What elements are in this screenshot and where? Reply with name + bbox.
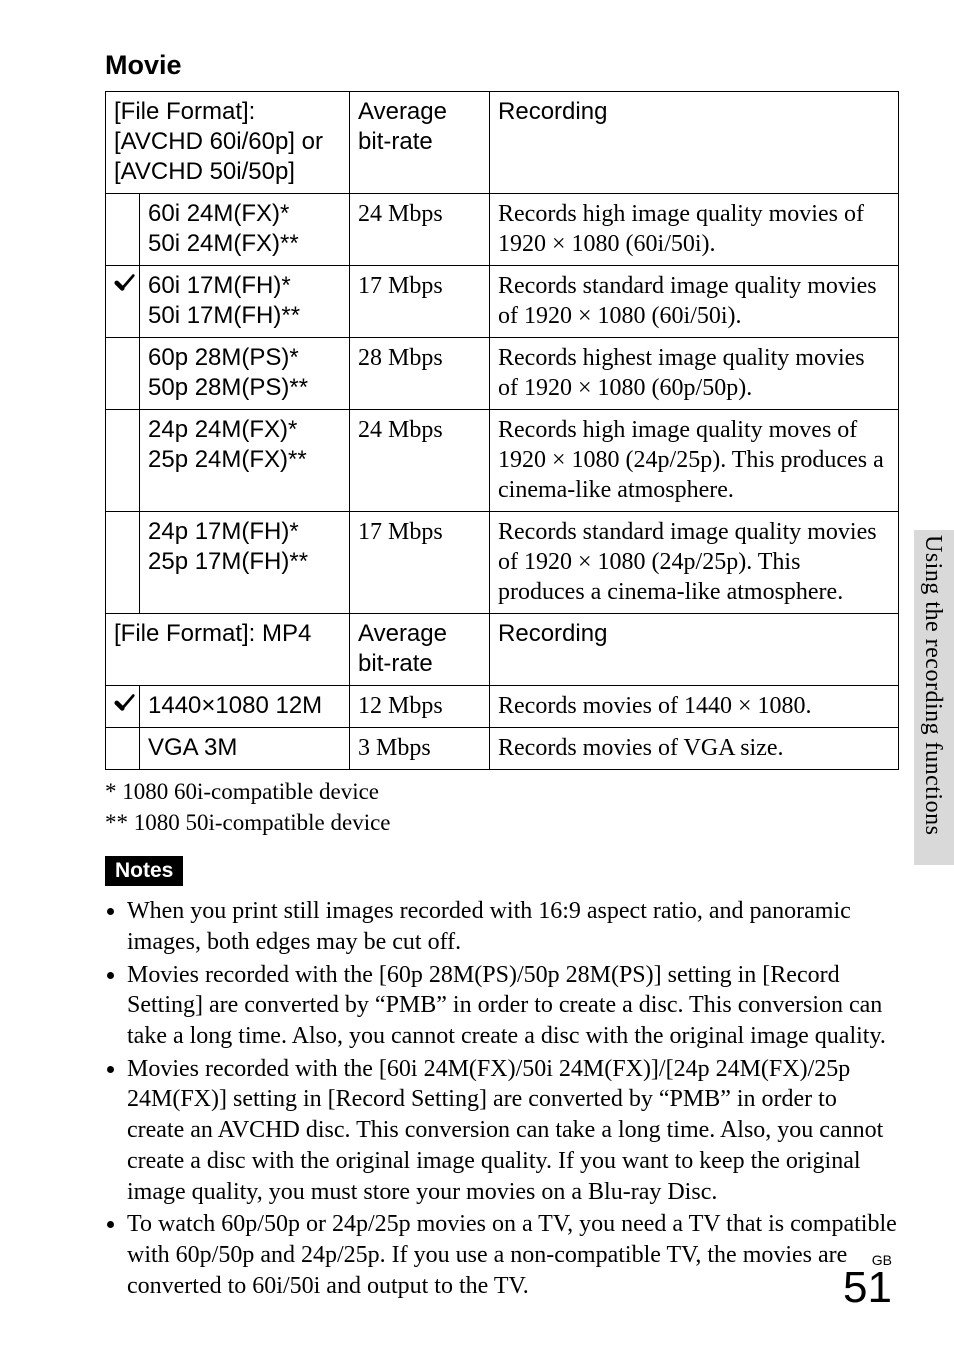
checkmark-icon bbox=[114, 691, 131, 713]
bitrate-cell: 12 Mbps bbox=[350, 686, 490, 728]
table-row: 24p 24M(FX)*25p 24M(FX)**24 MbpsRecords … bbox=[106, 410, 899, 512]
recording-desc: Records standard image quality movies of… bbox=[490, 512, 899, 614]
notes-list: When you print still images recorded wit… bbox=[105, 896, 899, 1301]
table-row: 60p 28M(PS)*50p 28M(PS)**28 MbpsRecords … bbox=[106, 338, 899, 410]
header-recording: Recording bbox=[490, 92, 899, 194]
recording-desc: Records high image quality moves of 1920… bbox=[490, 410, 899, 512]
notes-heading: Notes bbox=[105, 856, 183, 886]
table-header-row: [File Format]: [AVCHD 60i/60p] or [AVCHD… bbox=[106, 92, 899, 194]
recording-desc: Records standard image quality movies of… bbox=[490, 266, 899, 338]
avchd-table: [File Format]: [AVCHD 60i/60p] or [AVCHD… bbox=[105, 91, 899, 770]
table-row: VGA 3M3 MbpsRecords movies of VGA size. bbox=[106, 728, 899, 770]
header-format: [File Format]: MP4 bbox=[106, 614, 350, 686]
table-row: 1440×1080 12M12 MbpsRecords movies of 14… bbox=[106, 686, 899, 728]
recording-desc: Records movies of VGA size. bbox=[490, 728, 899, 770]
setting-name: 24p 17M(FH)*25p 17M(FH)** bbox=[140, 512, 350, 614]
setting-name: 60i 24M(FX)*50i 24M(FX)** bbox=[140, 194, 350, 266]
bitrate-cell: 3 Mbps bbox=[350, 728, 490, 770]
default-check-cell bbox=[106, 512, 140, 614]
setting-name: 60p 28M(PS)*50p 28M(PS)** bbox=[140, 338, 350, 410]
setting-name: 60i 17M(FH)*50i 17M(FH)** bbox=[140, 266, 350, 338]
table-row: 24p 17M(FH)*25p 17M(FH)**17 MbpsRecords … bbox=[106, 512, 899, 614]
table-header-row: [File Format]: MP4 Average bit-rate Reco… bbox=[106, 614, 899, 686]
default-check-cell bbox=[106, 728, 140, 770]
footnote-line: * 1080 60i-compatible device bbox=[105, 776, 899, 807]
bitrate-cell: 17 Mbps bbox=[350, 512, 490, 614]
default-check-cell bbox=[106, 194, 140, 266]
default-check-cell bbox=[106, 686, 140, 728]
recording-desc: Records high image quality movies of 192… bbox=[490, 194, 899, 266]
header-recording: Recording bbox=[490, 614, 899, 686]
table-row: 60i 17M(FH)*50i 17M(FH)**17 MbpsRecords … bbox=[106, 266, 899, 338]
footnotes: * 1080 60i-compatible device ** 1080 50i… bbox=[105, 776, 899, 838]
footnote-line: ** 1080 50i-compatible device bbox=[105, 807, 899, 838]
side-tab-text: Using the recording functions bbox=[919, 535, 946, 835]
bitrate-cell: 28 Mbps bbox=[350, 338, 490, 410]
setting-name: 1440×1080 12M bbox=[140, 686, 350, 728]
note-item: When you print still images recorded wit… bbox=[127, 896, 899, 957]
setting-name: 24p 24M(FX)*25p 24M(FX)** bbox=[140, 410, 350, 512]
note-item: Movies recorded with the [60p 28M(PS)/50… bbox=[127, 960, 899, 1052]
table-row: 60i 24M(FX)*50i 24M(FX)**24 MbpsRecords … bbox=[106, 194, 899, 266]
header-format: [File Format]: [AVCHD 60i/60p] or [AVCHD… bbox=[106, 92, 350, 194]
setting-name: VGA 3M bbox=[140, 728, 350, 770]
bitrate-cell: 17 Mbps bbox=[350, 266, 490, 338]
section-title: Movie bbox=[105, 50, 899, 81]
default-check-cell bbox=[106, 338, 140, 410]
default-check-cell bbox=[106, 410, 140, 512]
note-item: Movies recorded with the [60i 24M(FX)/50… bbox=[127, 1054, 899, 1208]
recording-desc: Records highest image quality movies of … bbox=[490, 338, 899, 410]
checkmark-icon bbox=[114, 271, 131, 293]
default-check-cell bbox=[106, 266, 140, 338]
page-number: 51 bbox=[843, 1263, 892, 1312]
recording-desc: Records movies of 1440 × 1080. bbox=[490, 686, 899, 728]
note-item: To watch 60p/50p or 24p/25p movies on a … bbox=[127, 1209, 899, 1301]
header-bitrate: Average bit-rate bbox=[350, 614, 490, 686]
bitrate-cell: 24 Mbps bbox=[350, 410, 490, 512]
header-bitrate: Average bit-rate bbox=[350, 92, 490, 194]
page-number-block: GB 51 bbox=[843, 1252, 892, 1310]
bitrate-cell: 24 Mbps bbox=[350, 194, 490, 266]
